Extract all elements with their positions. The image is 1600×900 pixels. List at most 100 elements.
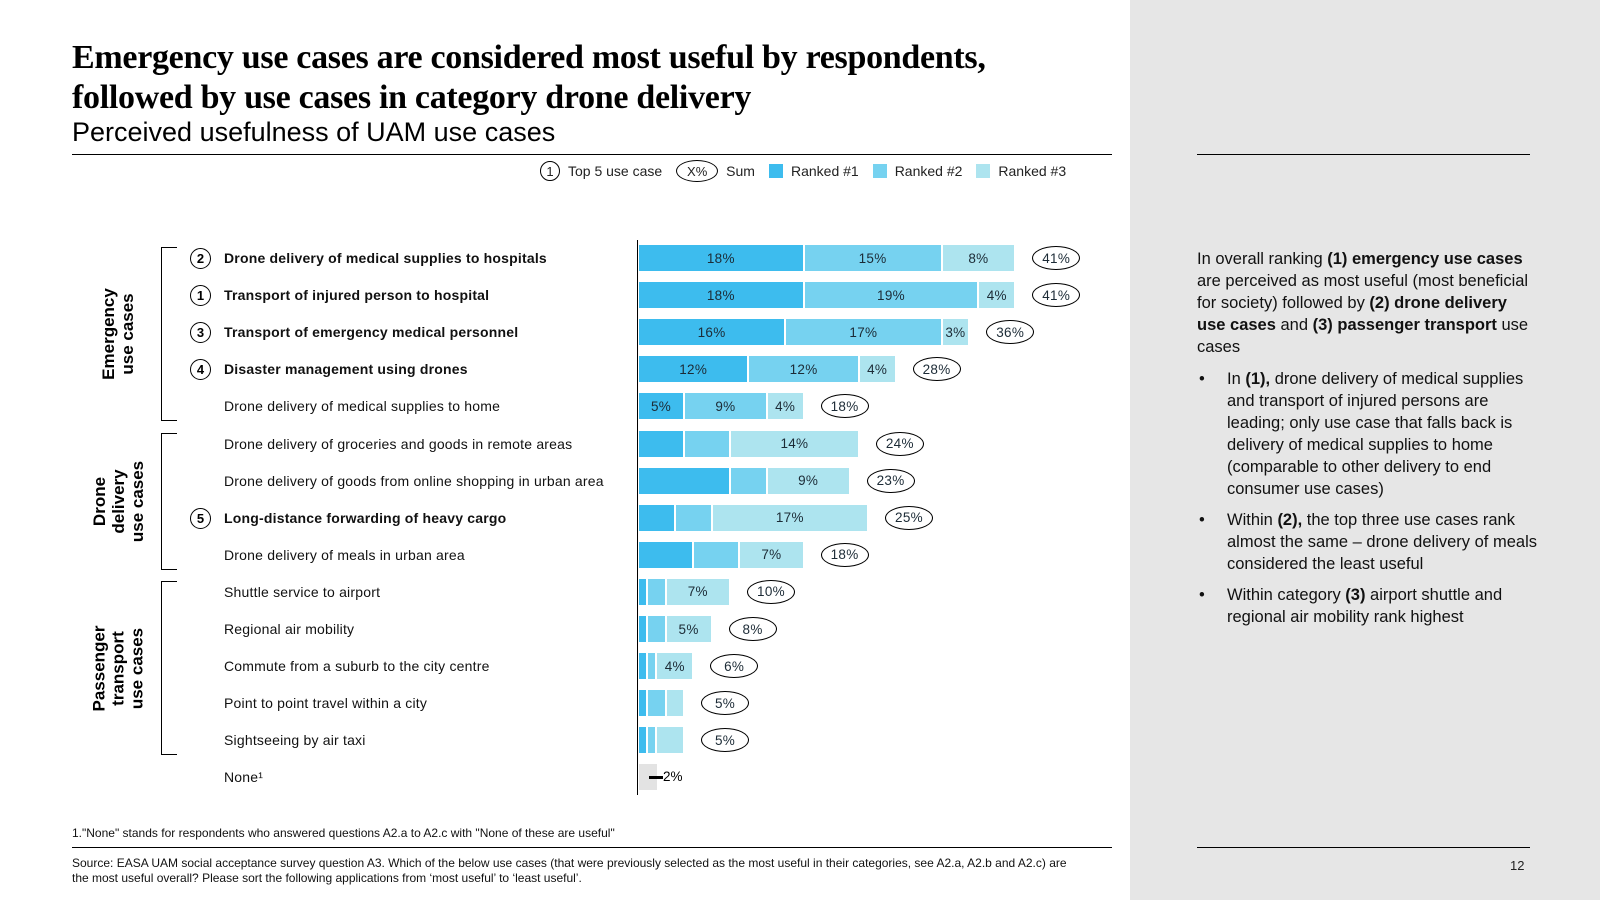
page-title: Emergency use cases are considered most … (72, 39, 986, 116)
summary-text-run: (3) passenger transport (1312, 316, 1497, 334)
top5-rank-badge: 2 (190, 248, 211, 269)
summary-text-run: drone delivery of medical supplies and t… (1227, 370, 1524, 498)
legend-swatch-ranked1 (768, 164, 783, 178)
sum-value-badge: 18% (820, 394, 869, 419)
summary-text-run: use cases (1197, 316, 1529, 356)
bar-segment-ranked3: 5% (666, 616, 711, 642)
category-label: Shuttle service to airport (224, 583, 381, 600)
bar-segment-ranked1: 12% (639, 356, 748, 383)
panel-top-divider (1197, 154, 1530, 155)
category-label: Sightseeing by air taxi (224, 732, 366, 749)
group-label-1: Emergency use cases (98, 288, 137, 381)
category-label: Point to point travel within a city (224, 695, 428, 712)
summary-bullet: • Within category (3) airport shuttle and… (1197, 584, 1537, 628)
top5-rank-badge: 4 (190, 359, 211, 381)
legend-ranked3-label: Ranked #3 (998, 163, 1067, 179)
sum-value-badge: 10% (747, 579, 795, 604)
sum-value-badge: 5% (701, 691, 749, 716)
top5-rank-badge: 3 (190, 322, 211, 344)
top5-rank-badge: 5 (190, 507, 211, 529)
bullet-icon: • (1199, 511, 1205, 529)
summary-text-run: Within (1227, 511, 1278, 529)
sum-value-badge: 41% (1032, 246, 1081, 270)
summary-text-run: (1), (1245, 370, 1271, 388)
summary-text-run: are perceived as most useful (most benef… (1197, 272, 1529, 312)
bar-segment-ranked3: 9% (767, 467, 849, 494)
bar-segment-ranked3 (657, 727, 683, 754)
summary-text-run: (2) drone delivery use cases (1197, 294, 1507, 334)
summary-panel (1130, 0, 1600, 900)
bar-segment-ranked1 (639, 578, 647, 605)
bar-segment-ranked1 (639, 504, 674, 531)
summary-text-run: In (1227, 370, 1246, 388)
panel-bottom-divider (1197, 847, 1530, 848)
summary-text-run: and (1275, 316, 1313, 334)
summary-text-run: (3) (1345, 586, 1366, 604)
bar-segment-ranked2 (648, 727, 656, 754)
group-label-3: Passenger transport use cases (89, 625, 147, 712)
bar-segment-ranked3: 7% (666, 578, 729, 605)
sum-value-badge: 18% (820, 542, 869, 567)
category-label: Disaster management using drones (224, 361, 468, 378)
bar-segment-ranked3: 4% (767, 393, 803, 420)
bar-segment-ranked3: 3% (942, 319, 969, 346)
category-label: Drone delivery of medical supplies to ho… (224, 250, 547, 266)
category-label: Transport of injured person to hospital (224, 287, 490, 304)
bar-segment-ranked1 (639, 616, 647, 642)
category-label: None¹ (224, 769, 264, 786)
legend-top5-symbol: 1 (540, 161, 560, 181)
summary-intro: In overall ranking (1) emergency use cas… (1197, 248, 1537, 358)
category-label: Commute from a suburb to the city centre (224, 658, 490, 675)
bar-segment-ranked3: 4% (657, 653, 693, 680)
sum-value-badge: 28% (912, 357, 961, 382)
group-label-2: Drone delivery use cases (89, 460, 147, 542)
bar-segment-ranked2: 15% (804, 245, 941, 271)
summary-text-run: Within category (1227, 586, 1346, 604)
bar-segment-ranked3: 4% (859, 356, 895, 383)
category-label: Drone delivery of groceries and goods in… (224, 435, 573, 452)
bar-segment-ranked1: 5% (639, 393, 683, 420)
bar-segment-ranked2 (648, 616, 665, 642)
none-value-label: 2% (663, 769, 683, 785)
bar-segment-ranked1: 16% (639, 319, 785, 346)
page-subtitle: Perceived usefulness of UAM use cases (72, 117, 556, 147)
bar-segment-ranked3: 7% (740, 541, 803, 568)
summary-bullet: • Within (2), the top three use cases ran… (1197, 509, 1537, 575)
bar-segment-ranked1 (639, 653, 647, 680)
bar-segment-ranked1 (639, 727, 647, 754)
none-leader-dash (649, 776, 663, 780)
category-label: Long-distance forwarding of heavy cargo (224, 509, 507, 526)
bar-segment-ranked3 (666, 690, 683, 717)
chart-axis-line (637, 240, 638, 795)
bar-segment-ranked2 (675, 504, 711, 531)
summary-text: In overall ranking (1) emergency use cas… (1197, 248, 1537, 637)
sum-value-badge: 41% (1032, 283, 1081, 308)
top5-rank-badge: 1 (190, 285, 211, 307)
summary-text-run: the top three use cases rank almost the … (1227, 511, 1537, 573)
summary-bullets: • In (1), drone delivery of medical suppl… (1197, 368, 1537, 628)
category-label: Drone delivery of meals in urban area (224, 546, 465, 563)
group-bracket (161, 247, 177, 422)
chart-legend: 1 Top 5 use case X% Sum Ranked #1 Ranked… (540, 160, 1066, 182)
bar-segment-none (639, 764, 658, 791)
sum-value-badge: 25% (885, 505, 933, 530)
bar-segment-ranked1 (639, 467, 729, 494)
bar-segment-ranked2: 9% (685, 393, 766, 420)
legend-sum-symbol: X% (676, 160, 719, 182)
bar-segment-ranked1: 18% (639, 245, 803, 271)
bullet-icon: • (1199, 586, 1205, 604)
sum-value-badge: 5% (701, 728, 749, 753)
bar-segment-ranked2: 17% (786, 319, 941, 346)
bar-segment-ranked1 (639, 690, 647, 717)
legend-ranked2-label: Ranked #2 (894, 163, 963, 179)
category-label: Transport of emergency medical personnel (224, 324, 519, 341)
group-bracket (161, 580, 177, 756)
bar-segment-ranked2 (731, 467, 766, 494)
category-label: Drone delivery of medical supplies to ho… (224, 398, 501, 415)
sum-value-badge: 36% (986, 320, 1035, 345)
legend-swatch-ranked3 (976, 164, 991, 178)
group-bracket (161, 432, 177, 570)
footnote: 1."None" stands for respondents who answ… (72, 826, 615, 840)
summary-text-run: (2), (1277, 511, 1303, 529)
summary-text-run: airport shuttle and regional air mobilit… (1227, 586, 1503, 626)
